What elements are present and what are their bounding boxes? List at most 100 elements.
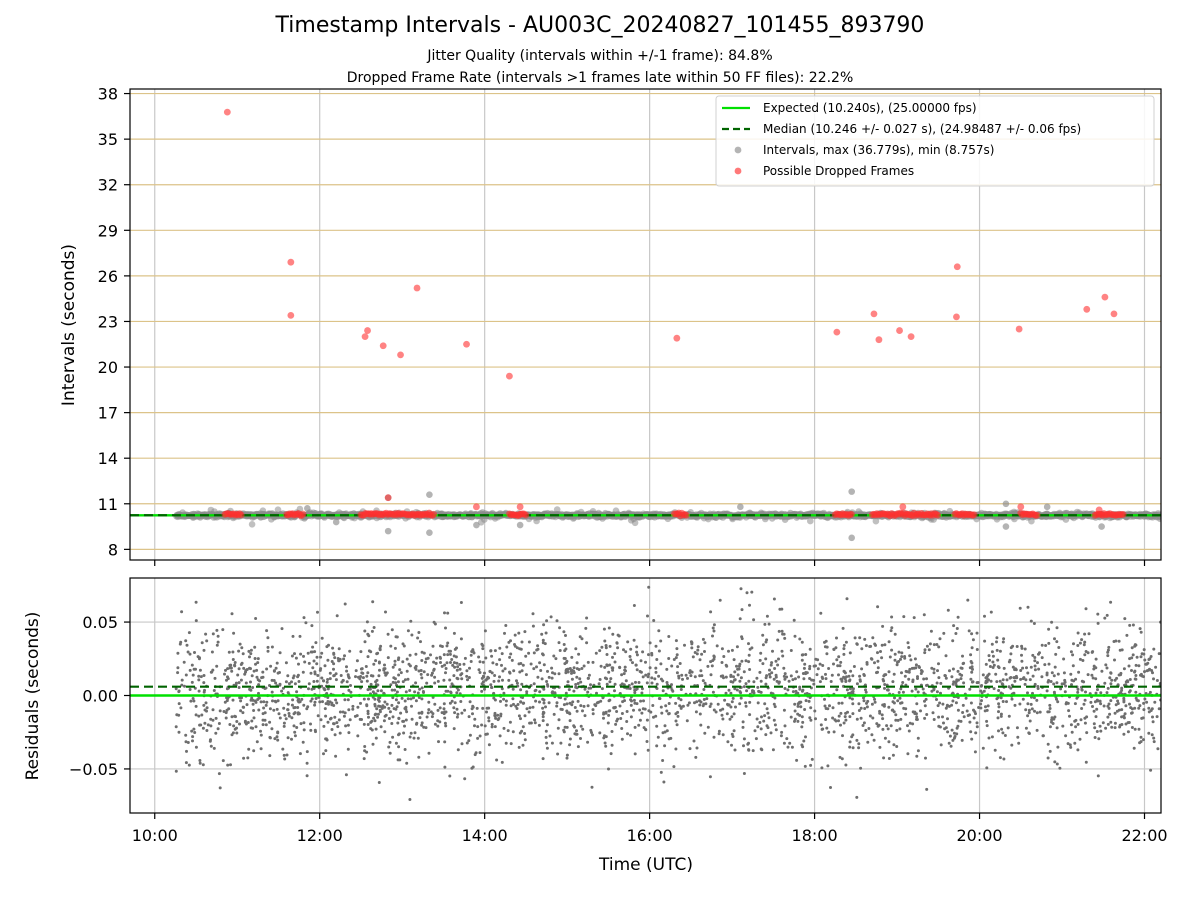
residual-point (332, 704, 336, 707)
residual-point (383, 705, 387, 709)
residual-point (531, 624, 535, 628)
residual-point (759, 651, 763, 655)
residual-point (387, 717, 391, 720)
residual-point (1083, 653, 1087, 657)
residual-point (224, 711, 228, 715)
residual-point (869, 657, 873, 661)
residual-point (1092, 709, 1096, 713)
interval-outlier-point (426, 529, 433, 536)
residual-point (936, 704, 940, 708)
residual-point (1033, 664, 1037, 668)
residual-point (861, 724, 865, 727)
residual-point (497, 679, 501, 683)
residual-point (189, 699, 193, 703)
residual-point (789, 674, 793, 678)
residual-point (515, 679, 518, 683)
residual-point (252, 716, 256, 720)
residual-point (862, 696, 865, 700)
residual-point (594, 704, 598, 708)
residual-point (1128, 689, 1132, 693)
residual-point (484, 732, 488, 736)
residual-point (555, 701, 559, 705)
residual-point (1139, 655, 1143, 659)
residual-point (402, 644, 406, 648)
residual-point (563, 662, 567, 666)
residual-point (343, 698, 347, 702)
dropped-frame-point (522, 511, 530, 519)
residual-point (379, 725, 383, 729)
residual-point (1108, 712, 1112, 716)
residual-point (1105, 613, 1109, 617)
residual-point (866, 740, 870, 744)
residual-point (899, 687, 903, 691)
residual-point (1147, 731, 1151, 735)
residual-point (774, 659, 778, 663)
residual-point (958, 672, 962, 676)
residual-point (444, 667, 448, 670)
residual-point (286, 736, 290, 740)
residual-point (793, 702, 797, 706)
residual-point (391, 665, 395, 669)
residual-point (237, 649, 241, 653)
residual-point (564, 634, 567, 637)
residual-point (509, 704, 513, 708)
residual-point (193, 651, 196, 654)
residual-point (1047, 627, 1051, 631)
residual-point (451, 663, 455, 667)
residual-point (878, 711, 882, 715)
residual-point (838, 755, 842, 759)
residual-point (915, 718, 919, 721)
residual-point (550, 676, 554, 680)
residual-point (542, 701, 546, 705)
residual-point (941, 715, 944, 719)
residual-point (671, 689, 675, 693)
residual-point (851, 702, 855, 706)
residual-point (508, 720, 512, 724)
residual-point (563, 725, 567, 729)
residual-point (904, 712, 908, 716)
residual-point (659, 705, 663, 709)
residual-point (420, 721, 424, 725)
residual-point (192, 727, 196, 731)
residual-point (801, 745, 805, 749)
residual-point (801, 688, 805, 692)
residual-point (1152, 740, 1156, 744)
residual-point (1079, 718, 1083, 722)
residual-point (915, 715, 919, 719)
residual-point (698, 712, 702, 716)
residual-point (197, 714, 201, 718)
residual-point (1076, 644, 1080, 647)
residual-point (402, 731, 406, 735)
residual-point (521, 725, 525, 729)
residual-point (1070, 730, 1074, 734)
residual-point (845, 688, 849, 692)
residual-point (887, 740, 891, 744)
residual-point (478, 734, 482, 738)
residual-point (416, 636, 420, 640)
residual-point (313, 703, 317, 707)
residual-point (892, 672, 896, 676)
residual-point (572, 666, 576, 670)
residual-point (256, 698, 260, 701)
dropped-frame-point (682, 511, 690, 519)
residual-point (323, 707, 327, 711)
residual-point (1122, 696, 1126, 700)
residual-point (696, 645, 700, 649)
residual-point (981, 746, 985, 750)
residual-point (579, 704, 583, 708)
residual-point (1037, 667, 1041, 671)
residual-point (359, 650, 363, 654)
residual-point (865, 705, 869, 709)
residual-point (1069, 672, 1073, 676)
residual-point (414, 652, 418, 656)
residual-point (417, 755, 421, 759)
residual-point (623, 665, 627, 669)
residual-point (584, 626, 588, 630)
residual-point (1027, 711, 1031, 715)
residual-point (377, 781, 381, 784)
residual-point (605, 663, 609, 667)
residual-point (712, 735, 716, 739)
residual-point (570, 671, 573, 675)
residual-point (180, 678, 184, 682)
residual-point (996, 716, 1000, 720)
